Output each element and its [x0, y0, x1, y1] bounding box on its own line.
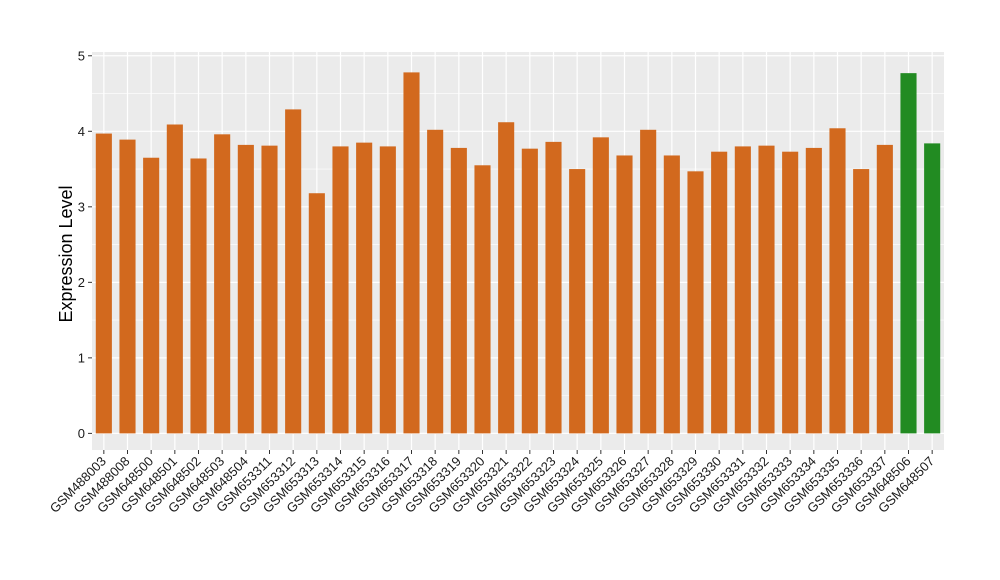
bar-GSM648507	[924, 143, 941, 434]
x-axis: GSM488003GSM488008GSM648500GSM648501GSM6…	[47, 450, 937, 516]
bar-GSM653334	[805, 147, 822, 434]
bar-GSM653317	[403, 72, 420, 434]
y-tick-label: 0	[78, 426, 85, 441]
bar-GSM488008	[119, 139, 136, 434]
bar-GSM653335	[829, 128, 846, 434]
bar-GSM653333	[782, 151, 799, 434]
bar-GSM648500	[143, 157, 160, 434]
bar-GSM653324	[569, 169, 586, 434]
bar-GSM653329	[687, 171, 704, 434]
bar-GSM653319	[450, 147, 467, 434]
y-tick-label: 3	[78, 199, 85, 214]
y-tick-label: 1	[78, 350, 85, 365]
bar-GSM653325	[592, 137, 609, 434]
y-tick-label: 5	[78, 48, 85, 63]
bar-GSM648503	[214, 134, 231, 434]
bar-GSM653313	[308, 193, 325, 434]
y-tick-label: 4	[78, 124, 85, 139]
bar-GSM653316	[379, 146, 396, 434]
bar-GSM648504	[237, 144, 254, 434]
bars	[95, 72, 941, 434]
bar-GSM653327	[640, 129, 657, 434]
bar-GSM653322	[521, 148, 538, 434]
bar-GSM488003	[95, 133, 112, 434]
bar-GSM653315	[356, 142, 373, 434]
bar-GSM653330	[711, 151, 728, 434]
bar-GSM653337	[876, 144, 893, 434]
bar-GSM648502	[190, 158, 207, 434]
y-axis: 0 1 2 3 4 5	[78, 48, 92, 441]
bar-GSM653321	[498, 122, 515, 434]
bar-GSM653323	[545, 141, 562, 434]
bar-GSM653312	[285, 109, 302, 434]
bar-GSM653332	[758, 145, 775, 434]
y-axis-title: Expression Level	[56, 185, 76, 322]
bar-GSM653314	[332, 146, 349, 434]
bar-GSM653331	[734, 146, 751, 434]
bar-GSM653311	[261, 145, 278, 434]
bar-GSM648501	[166, 124, 183, 434]
bar-GSM653320	[474, 165, 491, 434]
bar-GSM653326	[616, 155, 633, 434]
bar-GSM653328	[663, 155, 680, 434]
plot-panel	[92, 52, 944, 450]
bar-GSM648506	[900, 73, 917, 434]
y-tick-label: 2	[78, 275, 85, 290]
bar-GSM653336	[853, 169, 870, 434]
bar-GSM653318	[427, 129, 444, 434]
